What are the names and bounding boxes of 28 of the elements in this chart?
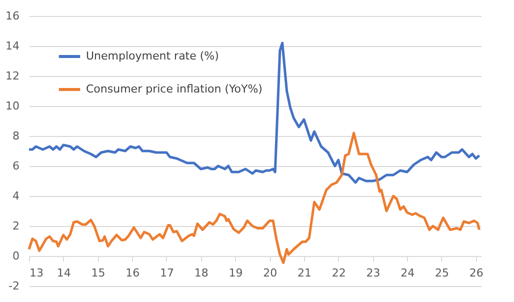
x-tick-label: 26 <box>469 266 484 280</box>
x-tick-label: 23 <box>366 266 380 280</box>
y-tick-label: 6 <box>12 160 20 172</box>
x-tick-label: 18 <box>194 266 208 280</box>
x-tick-label: 21 <box>297 266 312 280</box>
x-tick-label: 17 <box>160 266 174 280</box>
x-tick-label: 15 <box>91 266 106 280</box>
x-tick-label: 14 <box>56 266 71 280</box>
x-tick-label: 22 <box>332 266 346 280</box>
legend-label: Unemployment rate (%) <box>86 50 219 62</box>
y-tick-label: -2 <box>8 280 20 292</box>
y-tick-label: 4 <box>12 190 20 202</box>
x-tick-label: 16 <box>126 266 140 280</box>
line-series <box>28 132 481 264</box>
y-tick-label: 0 <box>12 250 20 262</box>
y-tick-label: 10 <box>6 100 20 112</box>
x-tick-label: 13 <box>30 266 44 280</box>
x-tick-label: 25 <box>434 266 449 280</box>
y-tick-label: 2 <box>12 220 20 232</box>
y-tick-label: 16 <box>6 10 20 22</box>
line-series <box>28 42 481 184</box>
y-tick-label: 12 <box>6 70 20 82</box>
x-tick-label: 20 <box>263 266 278 280</box>
y-tick-label: 14 <box>6 40 20 52</box>
legend-label: Consumer price inflation (YoY%) <box>86 82 262 96</box>
x-tick-label: 19 <box>228 266 243 280</box>
x-tick-label: 24 <box>400 266 415 280</box>
y-tick-label: 8 <box>12 130 20 142</box>
